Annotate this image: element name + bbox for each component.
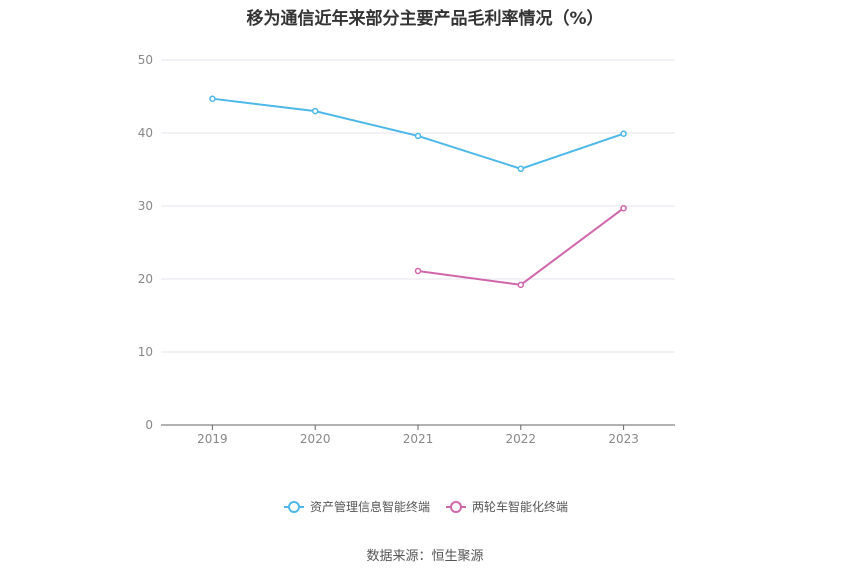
x-tick-label: 2021: [403, 432, 434, 446]
source-note: 数据来源：恒生聚源: [366, 549, 484, 564]
legend-label: 资产管理信息智能终端: [310, 499, 430, 514]
y-tick-label: 10: [138, 345, 153, 359]
series-lines: [209, 95, 627, 289]
axes: 0 10 20 30 40 50 2019 2020 2021 2022 2023: [138, 53, 675, 446]
series-line-1: [417, 207, 625, 286]
x-tick-label: 2022: [506, 432, 537, 446]
legend-item-0[interactable]: 资产管理信息智能终端: [284, 499, 430, 514]
y-tick-label: 50: [138, 53, 153, 67]
grid-lines: [161, 59, 675, 353]
x-tick-label: 2023: [608, 432, 639, 446]
data-point[interactable]: [620, 204, 627, 212]
x-tick-label: 2020: [300, 432, 331, 446]
y-tick-label: 30: [138, 199, 153, 213]
legend-swatch-marker: [450, 501, 462, 513]
y-tick-label: 0: [145, 418, 153, 432]
data-point[interactable]: [517, 281, 525, 289]
legend[interactable]: 资产管理信息智能终端 两轮车智能化终端: [284, 499, 568, 514]
chart-title: 移为通信近年来部分主要产品毛利率情况（%）: [246, 9, 604, 29]
legend-swatch-marker: [288, 501, 300, 513]
data-point[interactable]: [414, 132, 422, 140]
data-point[interactable]: [414, 267, 422, 275]
x-tick-label: 2019: [197, 432, 228, 446]
y-tick-label: 40: [138, 126, 153, 140]
data-point[interactable]: [620, 130, 627, 137]
data-point[interactable]: [311, 107, 319, 115]
y-tick-label: 20: [138, 272, 153, 286]
data-point[interactable]: [209, 95, 216, 102]
data-point[interactable]: [517, 165, 525, 173]
legend-label: 两轮车智能化终端: [472, 499, 568, 514]
legend-item-1[interactable]: 两轮车智能化终端: [446, 499, 568, 514]
